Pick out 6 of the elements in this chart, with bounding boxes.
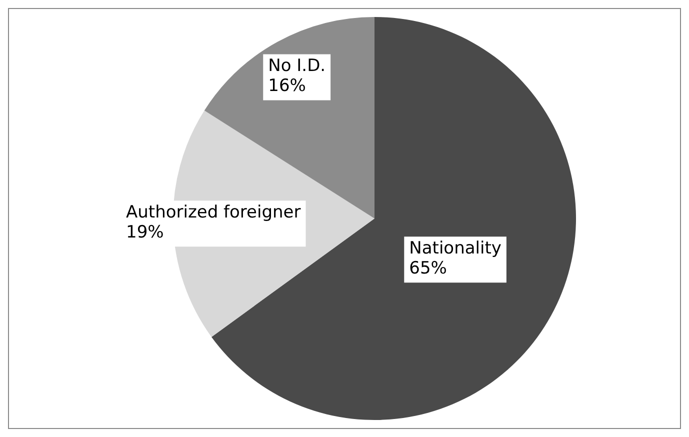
slice-label: Nationality bbox=[409, 238, 502, 259]
slice-label: No I.D. bbox=[268, 56, 326, 76]
data-label: 19% bbox=[126, 222, 164, 242]
data-label: 16% bbox=[268, 76, 306, 96]
data-label: 65% bbox=[409, 258, 447, 279]
slice-label: Authorized foreigner bbox=[126, 202, 301, 222]
